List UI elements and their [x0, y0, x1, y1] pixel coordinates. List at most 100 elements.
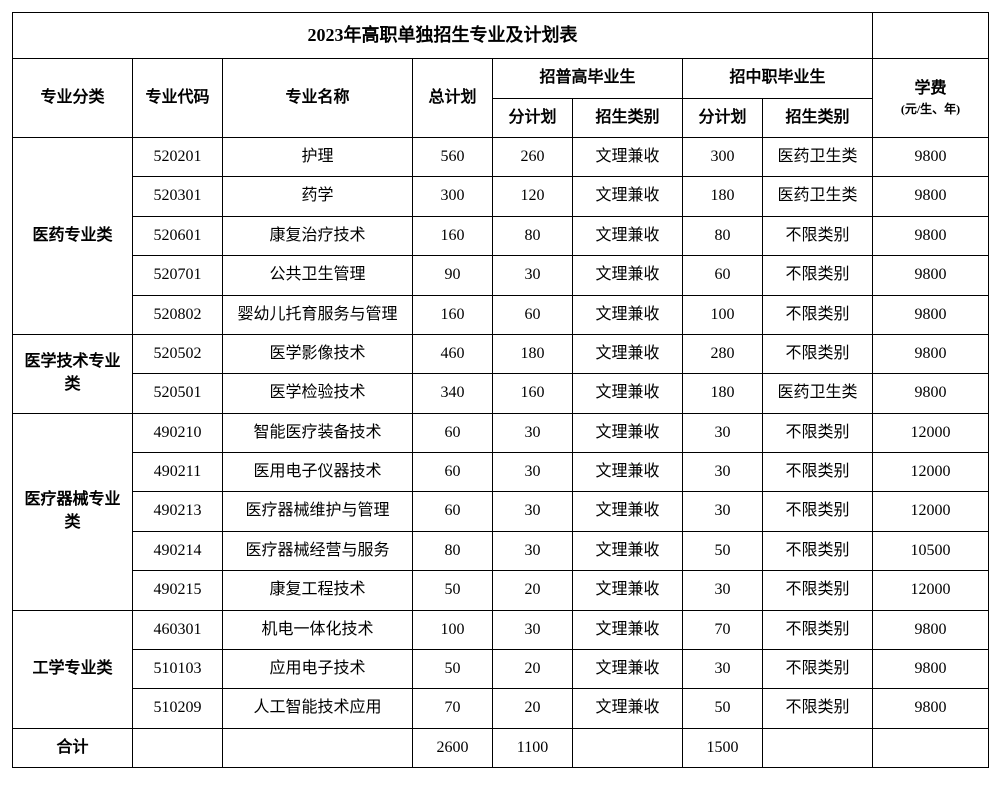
cell-high-type: 文理兼收	[573, 137, 683, 176]
cell-code: 520301	[133, 177, 223, 216]
category-cell: 医药专业类	[13, 137, 133, 334]
cell-fee: 12000	[873, 571, 989, 610]
cell-fee: 9800	[873, 177, 989, 216]
cell-voc-plan: 30	[683, 650, 763, 689]
cell-high-plan: 30	[493, 610, 573, 649]
cell-fee: 12000	[873, 453, 989, 492]
cell-voc-plan: 30	[683, 571, 763, 610]
cell-name: 应用电子技术	[223, 650, 413, 689]
cell-total: 100	[413, 610, 493, 649]
cell-voc-plan: 50	[683, 531, 763, 570]
enrollment-plan-table: 2023年高职单独招生专业及计划表专业分类专业代码专业名称总计划招普高毕业生招中…	[12, 12, 989, 768]
cell-name: 公共卫生管理	[223, 256, 413, 295]
cell-high-type: 文理兼收	[573, 610, 683, 649]
cell-voc-plan: 180	[683, 374, 763, 413]
cell-high-plan: 160	[493, 374, 573, 413]
cell-total: 60	[413, 453, 493, 492]
cell-voc-plan: 300	[683, 137, 763, 176]
cell-fee: 12000	[873, 492, 989, 531]
cell-voc-type: 不限类别	[763, 216, 873, 255]
title-spacer	[873, 13, 989, 59]
header-code: 专业代码	[133, 59, 223, 138]
cell-name: 康复治疗技术	[223, 216, 413, 255]
cell-high-plan: 20	[493, 650, 573, 689]
cell-voc-plan: 30	[683, 413, 763, 452]
cell-voc-type: 不限类别	[763, 689, 873, 728]
cell-fee: 9800	[873, 334, 989, 373]
category-cell: 医疗器械专业类	[13, 413, 133, 610]
cell-high-type: 文理兼收	[573, 256, 683, 295]
cell-high-plan: 20	[493, 571, 573, 610]
cell-total: 160	[413, 216, 493, 255]
cell-fee: 9800	[873, 295, 989, 334]
cell-voc-type: 医药卫生类	[763, 137, 873, 176]
cell-voc-type: 不限类别	[763, 492, 873, 531]
cell-total: 340	[413, 374, 493, 413]
cell-fee: 9800	[873, 650, 989, 689]
header-recruit-high: 招普高毕业生	[493, 59, 683, 98]
header-recruit-voc: 招中职毕业生	[683, 59, 873, 98]
cell-name: 婴幼儿托育服务与管理	[223, 295, 413, 334]
cell-code: 490214	[133, 531, 223, 570]
cell-total: 50	[413, 650, 493, 689]
cell-name: 医学影像技术	[223, 334, 413, 373]
cell-high-plan: 80	[493, 216, 573, 255]
cell-voc-plan: 100	[683, 295, 763, 334]
cell-total: 90	[413, 256, 493, 295]
cell-fee: 9800	[873, 137, 989, 176]
cell-voc-type: 不限类别	[763, 531, 873, 570]
cell-name: 医疗器械经营与服务	[223, 531, 413, 570]
cell-name: 智能医疗装备技术	[223, 413, 413, 452]
total-high-type	[573, 728, 683, 767]
cell-total: 460	[413, 334, 493, 373]
cell-high-plan: 30	[493, 413, 573, 452]
cell-name: 医学检验技术	[223, 374, 413, 413]
cell-code: 520502	[133, 334, 223, 373]
cell-high-plan: 30	[493, 256, 573, 295]
cell-name: 医用电子仪器技术	[223, 453, 413, 492]
cell-voc-plan: 60	[683, 256, 763, 295]
cell-fee: 12000	[873, 413, 989, 452]
cell-code: 490215	[133, 571, 223, 610]
cell-voc-plan: 50	[683, 689, 763, 728]
cell-high-type: 文理兼收	[573, 413, 683, 452]
cell-total: 60	[413, 413, 493, 452]
cell-high-plan: 30	[493, 453, 573, 492]
cell-high-plan: 30	[493, 492, 573, 531]
cell-voc-type: 医药卫生类	[763, 177, 873, 216]
cell-total: 70	[413, 689, 493, 728]
cell-high-type: 文理兼收	[573, 689, 683, 728]
cell-fee: 10500	[873, 531, 989, 570]
cell-high-type: 文理兼收	[573, 374, 683, 413]
cell-code: 490210	[133, 413, 223, 452]
cell-code: 510209	[133, 689, 223, 728]
cell-code: 520802	[133, 295, 223, 334]
cell-code: 510103	[133, 650, 223, 689]
cell-voc-type: 不限类别	[763, 650, 873, 689]
total-name	[223, 728, 413, 767]
cell-fee: 9800	[873, 689, 989, 728]
cell-total: 80	[413, 531, 493, 570]
cell-high-plan: 60	[493, 295, 573, 334]
cell-voc-type: 不限类别	[763, 453, 873, 492]
cell-total: 60	[413, 492, 493, 531]
cell-total: 300	[413, 177, 493, 216]
header-fee-label: 学费	[914, 80, 946, 97]
cell-voc-type: 不限类别	[763, 256, 873, 295]
header-name: 专业名称	[223, 59, 413, 138]
cell-name: 护理	[223, 137, 413, 176]
cell-high-type: 文理兼收	[573, 453, 683, 492]
header-voc-subplan: 分计划	[683, 98, 763, 137]
cell-name: 药学	[223, 177, 413, 216]
cell-fee: 9800	[873, 610, 989, 649]
total-label: 合计	[13, 728, 133, 767]
header-high-type: 招生类别	[573, 98, 683, 137]
cell-high-type: 文理兼收	[573, 177, 683, 216]
cell-high-plan: 20	[493, 689, 573, 728]
header-total-plan: 总计划	[413, 59, 493, 138]
total-total: 2600	[413, 728, 493, 767]
total-code	[133, 728, 223, 767]
cell-total: 50	[413, 571, 493, 610]
cell-voc-plan: 80	[683, 216, 763, 255]
cell-voc-type: 不限类别	[763, 334, 873, 373]
